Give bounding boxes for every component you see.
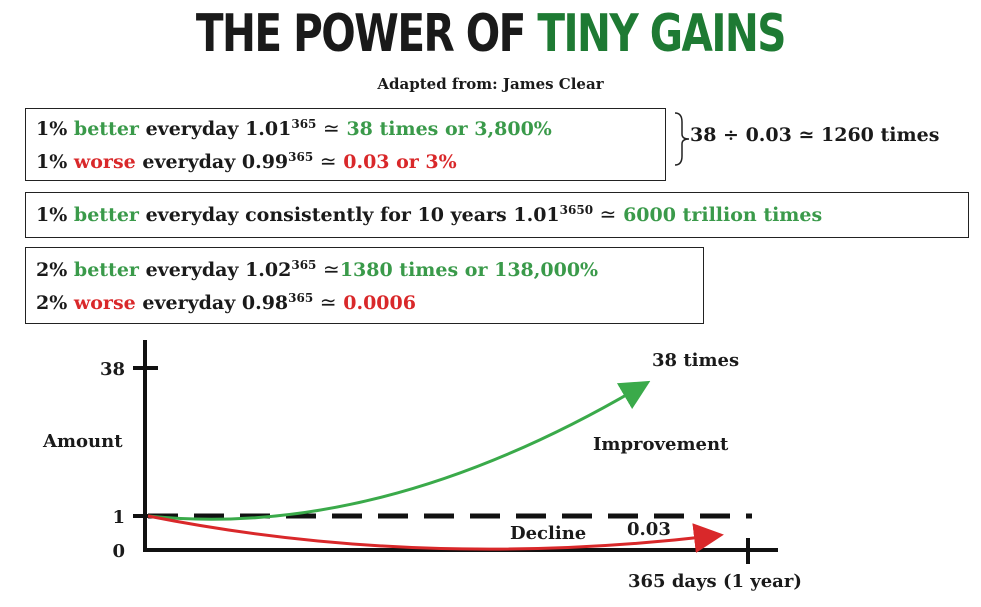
two-percent-box: 2% better everyday 1.02365 ≃1380 times o… <box>25 247 704 324</box>
title-part-1: THE POWER OF <box>195 4 526 64</box>
percent-label: 2% <box>36 292 68 314</box>
y-tick-label-1: 1 <box>112 507 125 528</box>
percent-label: 2% <box>36 259 68 281</box>
ten-year-box: 1% better everyday consistently for 10 y… <box>25 192 969 238</box>
decline-curve <box>147 514 724 553</box>
right-brace-icon <box>674 112 690 166</box>
result-value: 6000 trillion times <box>623 204 823 226</box>
formula-text: everyday 0.98 <box>142 292 289 314</box>
improvement-end-label: 38 times <box>652 350 739 371</box>
formula-text: everyday 0.99 <box>142 151 289 173</box>
formula-text: everyday consistently for 10 years 1.01 <box>145 204 560 226</box>
result-value: 0.03 or 3% <box>343 151 457 173</box>
ratio-note: 38 ÷ 0.03 ≃ 1260 times <box>690 124 940 146</box>
percent-label: 1% <box>36 204 68 226</box>
approx-symbol: ≃ <box>323 257 340 281</box>
worse-word: worse <box>73 151 136 173</box>
approx-symbol: ≃ <box>323 116 340 140</box>
exponent: 365 <box>291 258 317 272</box>
one-percent-box: 1% better everyday 1.01365 ≃ 38 times or… <box>25 108 666 181</box>
one-percent-worse-line: 1% worse everyday 0.99365 ≃ 0.03 or 3% <box>36 145 655 178</box>
approx-symbol: ≃ <box>319 149 337 173</box>
decline-end-label: 0.03 <box>627 519 671 540</box>
page-title: THE POWER OF TINY GAINS <box>108 2 873 66</box>
approx-symbol: ≃ <box>319 290 337 314</box>
formula-text: everyday 1.01 <box>145 118 292 140</box>
worse-word: worse <box>73 292 136 314</box>
exponent: 3650 <box>559 203 594 217</box>
better-word: better <box>73 259 139 281</box>
two-percent-worse-line: 2% worse everyday 0.98365 ≃ 0.0006 <box>36 286 693 319</box>
approx-symbol: ≃ <box>599 202 617 226</box>
exponent: 365 <box>288 291 314 305</box>
result-value: 1380 times or 138,000% <box>339 259 599 281</box>
x-axis-label: 365 days (1 year) <box>628 571 802 592</box>
exponent: 365 <box>288 150 314 164</box>
exponent: 365 <box>291 117 317 131</box>
decline-label: Decline <box>510 523 586 544</box>
page-subtitle: Adapted from: James Clear <box>377 75 604 93</box>
better-word: better <box>73 204 139 226</box>
percent-label: 1% <box>36 118 68 140</box>
formula-text: everyday 1.02 <box>145 259 292 281</box>
y-axis-label: Amount <box>42 431 123 452</box>
improvement-label: Improvement <box>593 434 729 455</box>
y-tick-label-0: 0 <box>112 541 125 562</box>
improvement-curve <box>147 380 651 521</box>
result-value: 0.0006 <box>343 292 416 314</box>
percent-label: 1% <box>36 151 68 173</box>
two-percent-better-line: 2% better everyday 1.02365 ≃1380 times o… <box>36 253 693 286</box>
y-tick-label-38: 38 <box>100 359 125 380</box>
title-part-2: TINY GAINS <box>537 4 786 64</box>
result-value: 38 times or 3,800% <box>346 118 552 140</box>
one-percent-better-line: 1% better everyday 1.01365 ≃ 38 times or… <box>36 112 655 145</box>
better-word: better <box>73 118 139 140</box>
growth-illustration: 38 1 0 Amount 365 days (1 year) 38 times… <box>42 340 802 592</box>
